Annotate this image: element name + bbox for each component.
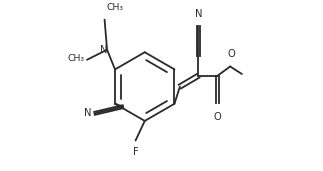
Text: O: O [227, 49, 235, 59]
Text: CH₃: CH₃ [106, 3, 123, 12]
Text: F: F [133, 147, 139, 157]
Text: CH₃: CH₃ [68, 54, 85, 63]
Text: N: N [194, 9, 202, 19]
Text: N: N [100, 45, 108, 55]
Text: N: N [84, 108, 91, 118]
Text: O: O [214, 112, 222, 122]
